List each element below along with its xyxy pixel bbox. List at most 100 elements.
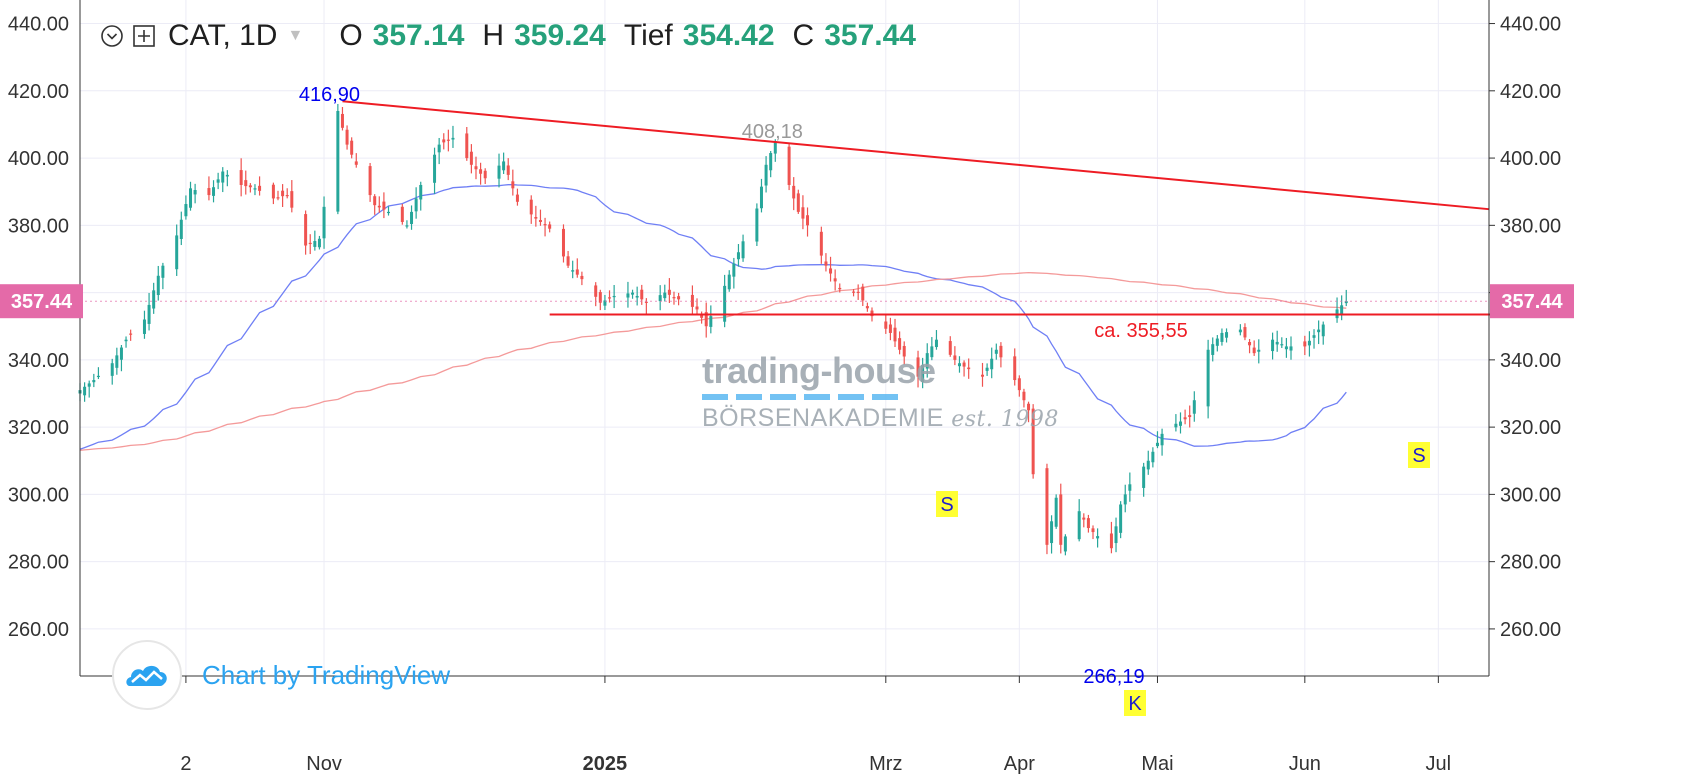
- dropdown-caret-icon[interactable]: ▼: [287, 27, 304, 44]
- candle-body: [548, 224, 552, 229]
- candle-body: [529, 199, 533, 215]
- y-tick-label-right: 320.00: [1500, 417, 1561, 439]
- y-tick-label-right: 380.00: [1500, 215, 1561, 237]
- candle-body: [644, 301, 648, 303]
- tradingview-cloud-icon: [112, 640, 182, 710]
- candle-body: [83, 386, 87, 396]
- candle-body: [368, 166, 372, 196]
- candle-body: [1155, 442, 1159, 447]
- candle-body: [1238, 329, 1242, 333]
- candle-body: [1340, 305, 1344, 316]
- candle-body: [313, 241, 317, 247]
- candle-body: [1257, 349, 1261, 352]
- candle-body: [1275, 341, 1279, 345]
- candle-body: [1119, 504, 1123, 533]
- add-symbol-icon[interactable]: [132, 24, 156, 48]
- y-tick-label-right: 340.00: [1500, 350, 1561, 372]
- candle-body: [451, 137, 455, 140]
- candle-body: [1248, 341, 1252, 346]
- tradingview-text[interactable]: Chart by TradingView: [202, 659, 451, 690]
- candle-body: [110, 363, 114, 376]
- candle-body: [833, 278, 837, 282]
- candle-body: [1220, 332, 1224, 342]
- candle-body: [667, 289, 671, 295]
- trend-lines: [80, 100, 1569, 316]
- candle-body: [1054, 497, 1058, 527]
- candle-body: [598, 292, 602, 303]
- last-price-tag-right: 357.44: [1490, 284, 1574, 319]
- candle-body: [387, 211, 391, 214]
- candle-body: [870, 310, 874, 317]
- candle-body: [1280, 344, 1284, 346]
- price-tag-bg: [0, 284, 83, 319]
- candle-body: [1063, 536, 1067, 552]
- candle-body: [244, 180, 248, 187]
- candle-body: [930, 346, 934, 358]
- y-tick-label-right: 260.00: [1500, 619, 1561, 641]
- support-annotation: ca. 355,55: [1094, 320, 1187, 342]
- candle-body: [497, 165, 501, 179]
- candle-body: [1160, 433, 1164, 446]
- candle-body: [608, 297, 612, 299]
- x-tick-label: Mai: [1141, 753, 1173, 775]
- candle-body: [1317, 329, 1321, 333]
- x-tick-label: Nov: [306, 753, 342, 775]
- candle-body: [571, 270, 575, 272]
- candle-body: [741, 241, 745, 259]
- y-tick-label-right: 300.00: [1500, 484, 1561, 506]
- y-tick-label-left: 280.00: [8, 552, 69, 574]
- candle-body: [884, 321, 888, 329]
- y-tick-label-right: 440.00: [1500, 14, 1561, 36]
- candlestick-series: [78, 103, 1348, 556]
- tradingview-badge[interactable]: Chart by TradingView: [112, 640, 450, 710]
- low-annotation: 266,19: [1083, 666, 1144, 688]
- candle-body: [888, 324, 892, 333]
- candle-body: [271, 184, 275, 199]
- candle-body: [1082, 517, 1086, 520]
- candle-body: [1013, 356, 1017, 381]
- candle-body: [561, 228, 565, 257]
- candle-body: [156, 275, 160, 296]
- close-value: 357.44: [824, 19, 916, 52]
- trading-house-watermark: trading-house BÖRSENAKADEMIE est. 1998: [702, 350, 1059, 433]
- candle-body: [999, 345, 1003, 358]
- candle-body: [400, 206, 404, 222]
- candle-body: [962, 362, 966, 367]
- watermark-title: trading-house: [702, 350, 936, 391]
- candle-body: [1252, 347, 1256, 354]
- candle-body: [985, 367, 989, 371]
- candle-body: [893, 327, 897, 342]
- symbol-title[interactable]: CAT, 1D: [168, 19, 278, 52]
- head-marker-text: K: [1128, 693, 1142, 715]
- candle-body: [129, 333, 133, 335]
- candle-body: [1192, 400, 1196, 414]
- candle-body: [474, 166, 478, 170]
- open-label: O: [339, 19, 363, 52]
- candle-body: [792, 185, 796, 199]
- candle-body: [483, 170, 487, 179]
- watermark-subtitle: BÖRSENAKADEMIE est. 1998: [702, 404, 1059, 433]
- candle-body: [1146, 460, 1150, 470]
- candle-body: [1344, 301, 1348, 304]
- candle-body: [239, 170, 243, 185]
- candle-body: [953, 355, 957, 360]
- collapse-chevron-icon[interactable]: [100, 24, 124, 48]
- candle-body: [373, 196, 377, 206]
- candle-body: [723, 285, 727, 322]
- candle-body: [179, 219, 183, 239]
- head-marker-bg: [1124, 690, 1146, 716]
- moving-average-200: [79, 271, 1347, 451]
- candle-body: [1022, 391, 1026, 401]
- candle-body: [603, 300, 607, 306]
- candle-body: [538, 220, 542, 222]
- candle-body: [446, 139, 450, 141]
- x-tick-label: 2: [180, 753, 191, 775]
- candle-body: [861, 286, 865, 301]
- y-tick-label-right: 420.00: [1500, 81, 1561, 103]
- candle-body: [1271, 339, 1275, 352]
- candle-body: [801, 207, 805, 219]
- candle-body: [1142, 466, 1146, 488]
- candle-body: [124, 339, 128, 342]
- high-value: 359.24: [514, 19, 606, 52]
